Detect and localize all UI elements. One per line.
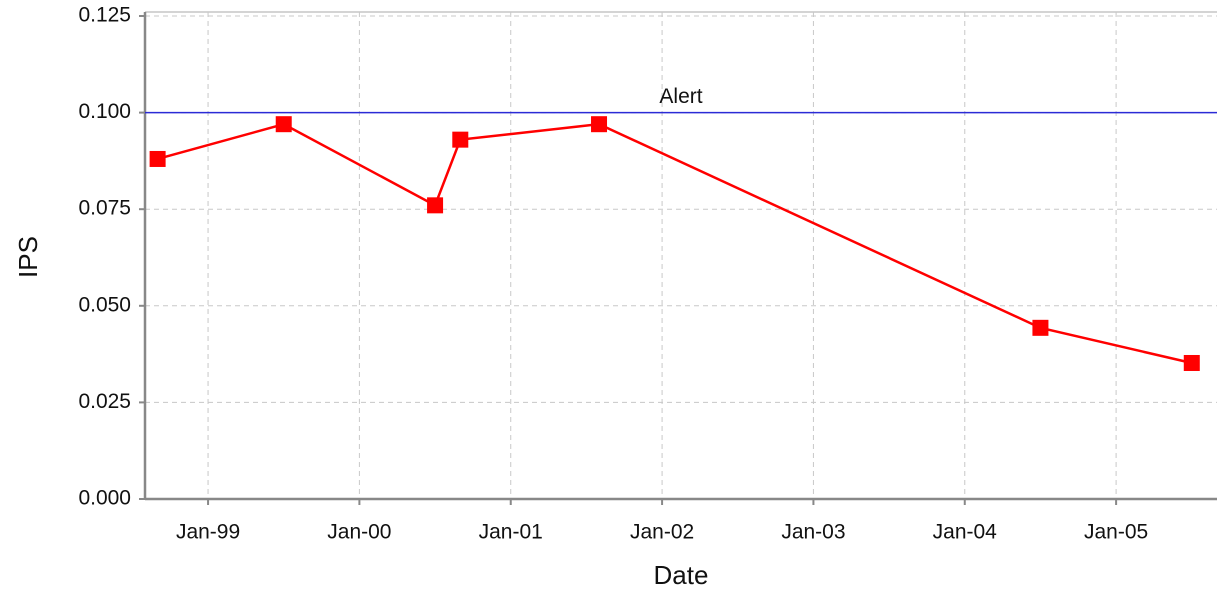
y-axis-label: IPS [13,236,43,278]
y-tick-label: 0.100 [78,100,131,123]
point-marker [452,131,469,148]
x-tick-label: Jan-04 [933,521,998,544]
alert-label: Alert [659,85,702,108]
point-marker [1183,354,1200,371]
x-tick-label: Jan-01 [479,521,543,544]
point-marker [591,116,608,133]
x-tick-label: Jan-03 [781,521,845,544]
y-tick-label: 0.125 [78,4,131,27]
point-marker [275,116,292,133]
point-marker [149,150,166,167]
y-tick-label: 0.075 [78,197,131,220]
y-tick-label: 0.000 [78,487,131,510]
x-tick-label: Jan-99 [176,521,240,544]
x-axis-label: Date [654,560,709,590]
point-marker [427,197,444,214]
y-tick-label: 0.025 [78,390,131,413]
point-marker [1032,319,1049,336]
x-tick-label: Jan-05 [1084,521,1148,544]
x-tick-label: Jan-02 [630,521,694,544]
y-tick-label: 0.050 [78,293,131,316]
x-tick-label: Jan-00 [327,521,391,544]
